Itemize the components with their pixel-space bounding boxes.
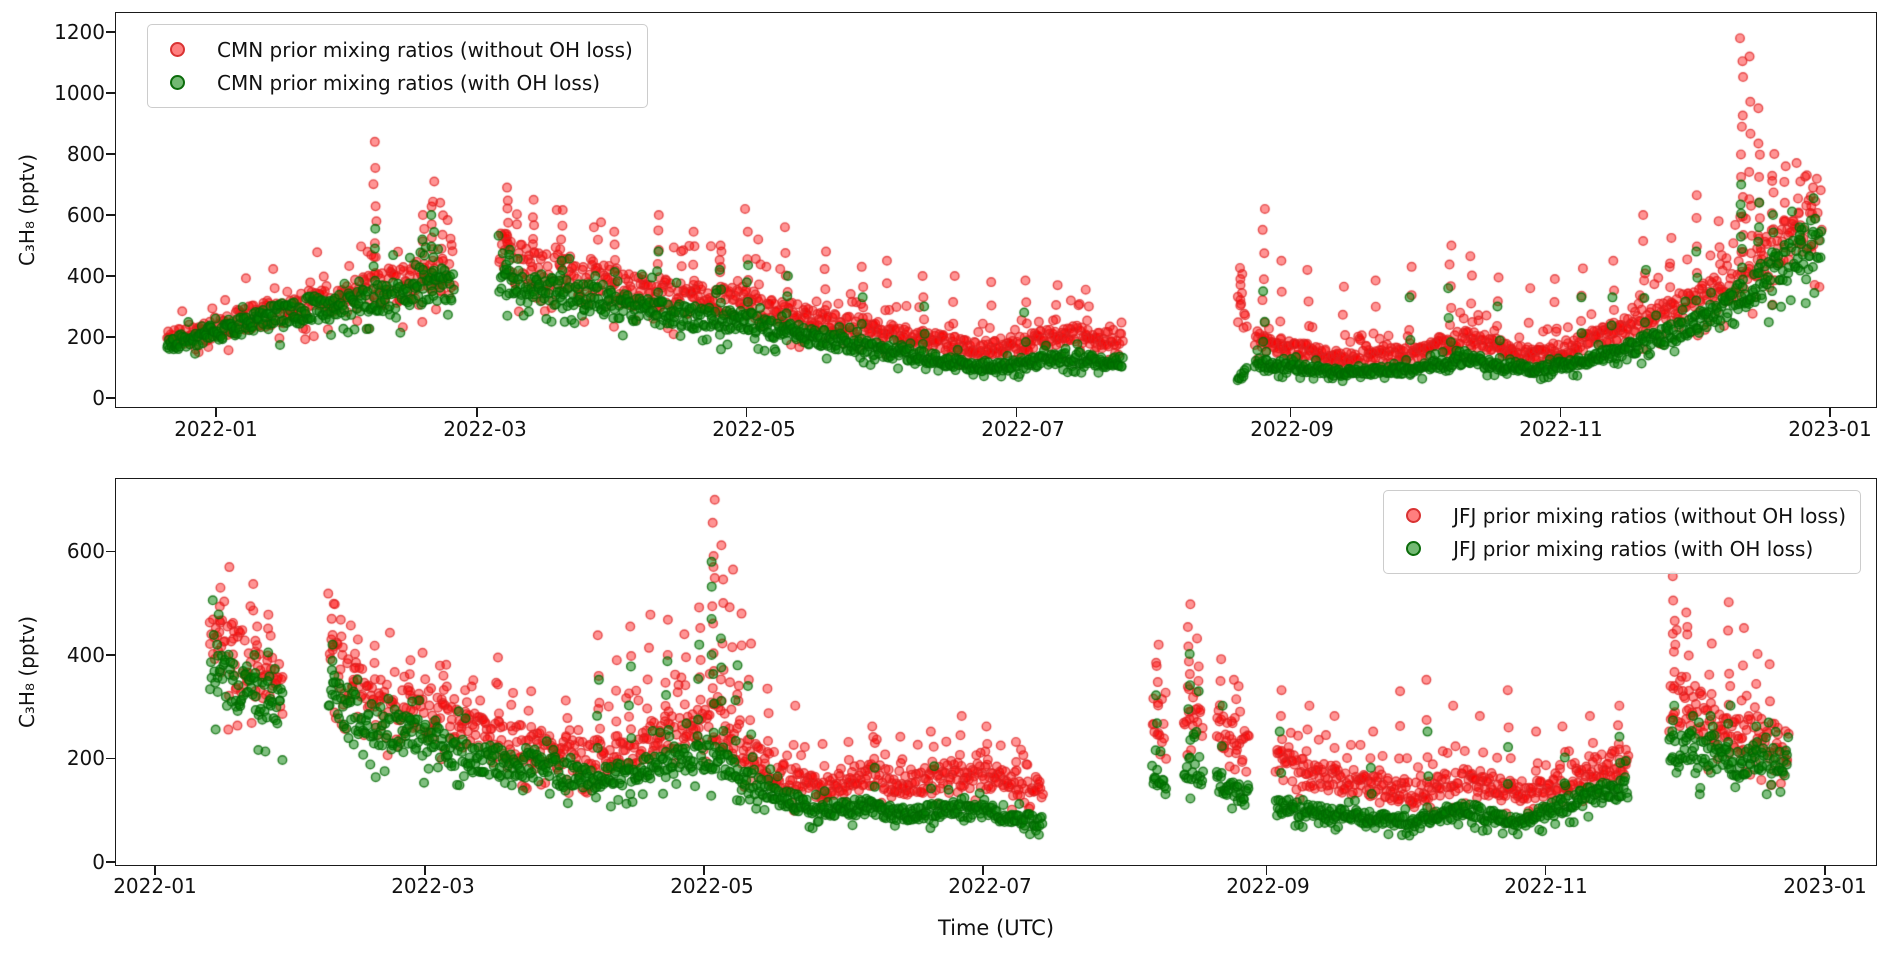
x-tick-label: 2022-03	[443, 417, 527, 441]
x-axis-label: Time (UTC)	[937, 916, 1055, 940]
legend-entry: CMN prior mixing ratios (without OH loss…	[152, 33, 633, 66]
tick-mark	[106, 92, 115, 94]
x-tick-label: 2022-09	[1250, 417, 1334, 441]
tick-mark	[476, 408, 478, 417]
x-tick-label: 2022-11	[1519, 417, 1603, 441]
legend-label: CMN prior mixing ratios (without OH loss…	[217, 37, 633, 62]
y-axis-label-bottom: C₃H₈ (pptv)	[15, 615, 39, 729]
x-tick-label: 2022-01	[113, 874, 197, 898]
y-tick-label: 400	[66, 264, 105, 288]
y-tick-label: 600	[66, 203, 105, 227]
legend-label: JFJ prior mixing ratios (with OH loss)	[1453, 536, 1814, 561]
tick-mark	[1824, 866, 1826, 875]
tick-mark	[106, 861, 115, 863]
x-tick-label: 2022-07	[981, 417, 1065, 441]
tick-mark	[106, 275, 115, 277]
tick-mark	[1289, 408, 1292, 417]
y-tick-label: 1200	[54, 20, 105, 44]
legend-label: JFJ prior mixing ratios (without OH loss…	[1453, 503, 1846, 528]
x-tick-label: 2022-05	[670, 874, 754, 898]
green-marker-icon	[1406, 541, 1422, 556]
tick-mark	[1559, 408, 1562, 417]
tick-mark	[106, 757, 115, 760]
tick-mark	[106, 31, 115, 33]
tick-mark	[1829, 408, 1831, 417]
tick-mark	[106, 654, 115, 656]
y-tick-label: 1000	[54, 81, 105, 105]
red-marker-icon	[1406, 508, 1422, 523]
tick-mark	[1544, 866, 1547, 875]
x-tick-label: 2022-01	[174, 417, 258, 441]
tick-mark	[106, 336, 115, 338]
tick-mark	[1015, 408, 1018, 417]
tick-mark	[1265, 866, 1268, 875]
cmn-legend: CMN prior mixing ratios (without OH loss…	[147, 24, 648, 108]
x-tick-label: 2022-05	[712, 417, 796, 441]
green-marker-icon	[170, 75, 185, 90]
legend-entry: JFJ prior mixing ratios (without OH loss…	[1388, 499, 1846, 532]
jfj-legend: JFJ prior mixing ratios (without OH loss…	[1383, 490, 1861, 574]
y-tick-label: 600	[66, 539, 105, 563]
x-tick-label: 2022-09	[1226, 874, 1310, 898]
tick-mark	[106, 550, 115, 553]
tick-mark	[745, 408, 748, 417]
y-axis-label-top: C₃H₈ (pptv)	[15, 153, 39, 267]
y-tick-label: 200	[66, 746, 105, 770]
legend-entry: JFJ prior mixing ratios (with OH loss)	[1388, 532, 1846, 565]
x-tick-label: 2023-01	[1788, 417, 1872, 441]
x-tick-label: 2022-03	[391, 874, 475, 898]
tick-mark	[215, 408, 217, 417]
y-tick-label: 0	[92, 850, 105, 874]
tick-mark	[703, 866, 705, 875]
legend-entry: CMN prior mixing ratios (with OH loss)	[152, 66, 633, 99]
x-tick-label: 2022-07	[948, 874, 1032, 898]
tick-mark	[154, 866, 156, 875]
tick-mark	[982, 866, 984, 875]
tick-mark	[106, 153, 115, 155]
x-tick-label: 2023-01	[1783, 874, 1867, 898]
tick-mark	[106, 397, 115, 399]
red-marker-icon	[170, 42, 185, 57]
x-tick-label: 2022-11	[1504, 874, 1588, 898]
y-tick-label: 200	[66, 325, 105, 349]
legend-label: CMN prior mixing ratios (with OH loss)	[217, 70, 601, 95]
tick-mark	[106, 214, 115, 216]
tick-mark	[424, 866, 426, 875]
y-tick-label: 800	[66, 142, 105, 166]
y-tick-label: 0	[92, 386, 105, 410]
y-tick-label: 400	[66, 643, 105, 667]
